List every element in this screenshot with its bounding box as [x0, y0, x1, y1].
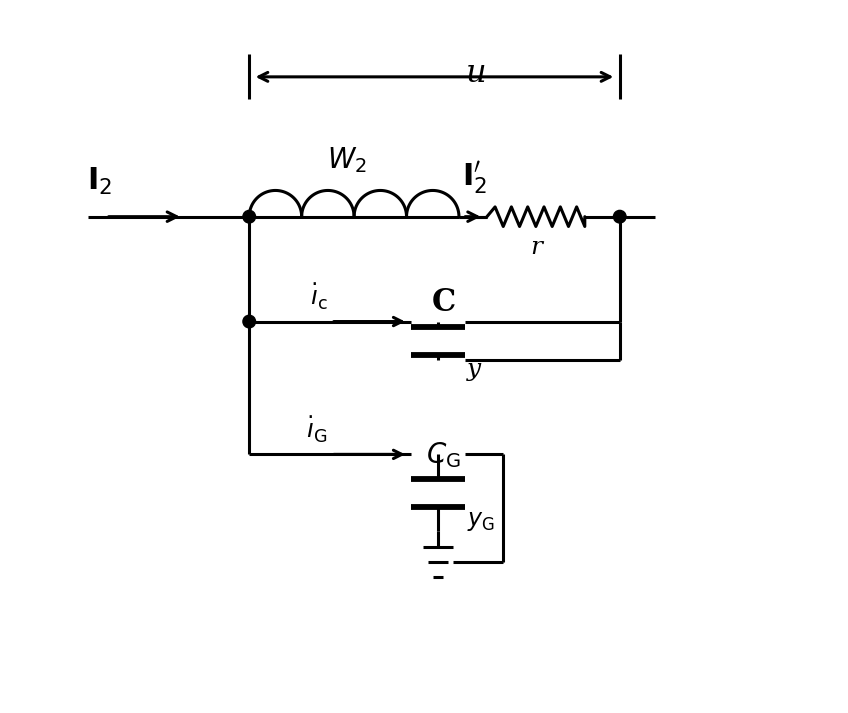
Text: $y_{\mathrm{G}}$: $y_{\mathrm{G}}$	[467, 511, 495, 533]
Text: u: u	[466, 58, 487, 89]
Circle shape	[613, 210, 626, 223]
Text: $\dot{\imath}_{\mathrm{c}}$: $\dot{\imath}_{\mathrm{c}}$	[310, 282, 327, 312]
Text: C: C	[432, 287, 455, 319]
Text: $\dot{\imath}_{\mathrm{G}}$: $\dot{\imath}_{\mathrm{G}}$	[306, 414, 327, 445]
Text: $\mathbf{I}_2$: $\mathbf{I}_2$	[87, 166, 112, 197]
Text: $C_{\mathrm{G}}$: $C_{\mathrm{G}}$	[427, 441, 461, 471]
Text: r: r	[530, 236, 542, 260]
Text: $\mathbf{I}_{2}'$: $\mathbf{I}_{2}'$	[462, 160, 488, 197]
Text: y: y	[467, 358, 482, 381]
Circle shape	[243, 315, 255, 328]
Circle shape	[243, 210, 255, 223]
Text: $W_2$: $W_2$	[327, 145, 367, 175]
